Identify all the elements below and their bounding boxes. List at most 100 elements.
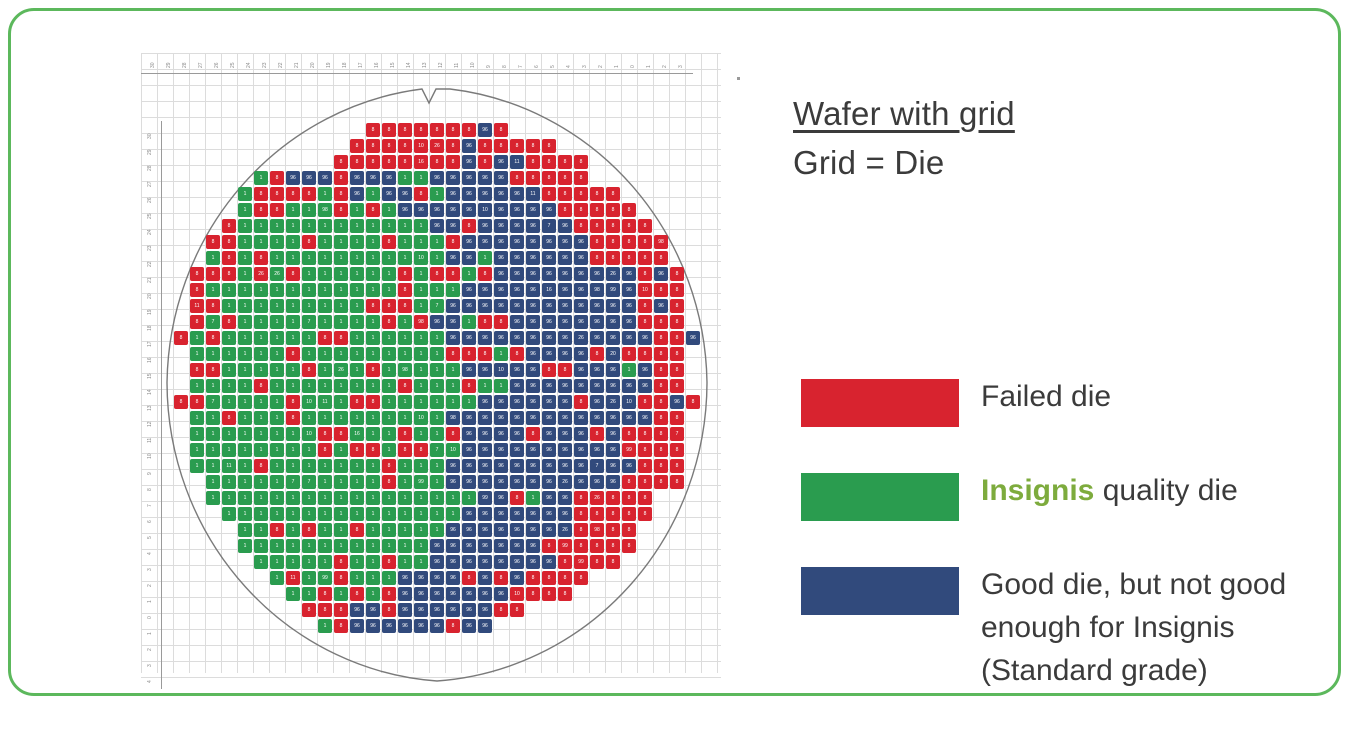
grid-hline [141,53,721,54]
die-cell: 1 [414,427,428,441]
die-cell: 1 [382,331,396,345]
die-cell: 96 [286,171,300,185]
die-cell: 96 [574,379,588,393]
die-cell: 96 [510,251,524,265]
die-cell: 1 [350,571,364,585]
die-cell: 96 [510,571,524,585]
die-cell: 8 [622,523,636,537]
die-cell: 1 [254,411,268,425]
die-cell: 96 [542,267,556,281]
die-cell: 96 [478,443,492,457]
die-cell: 96 [462,187,476,201]
die-cell: 8 [382,459,396,473]
die-cell: 96 [510,459,524,473]
die-cell: 96 [478,459,492,473]
grid-vline [541,53,542,673]
die-cell: 1 [286,283,300,297]
die-cell: 96 [478,507,492,521]
die-cell: 11 [510,155,524,169]
die-cell: 96 [606,315,620,329]
wafer-left-ruler-line [161,121,162,689]
die-cell: 1 [382,523,396,537]
die-cell: 1 [222,331,236,345]
die-cell: 8 [398,443,412,457]
die-cell: 8 [334,555,348,569]
die-cell: 1 [366,283,380,297]
die-cell: 1 [286,331,300,345]
die-cell: 1 [382,507,396,521]
die-cell: 1 [302,555,316,569]
die-cell: 8 [622,507,636,521]
die-cell: 96 [478,475,492,489]
die-cell: 1 [270,395,284,409]
die-cell: 1 [190,459,204,473]
die-cell: 8 [590,187,604,201]
die-cell: 96 [606,443,620,457]
die-cell: 96 [574,427,588,441]
die-cell: 96 [574,347,588,361]
die-cell: 96 [526,267,540,281]
die-cell: 10 [622,395,636,409]
die-cell: 1 [622,363,636,377]
die-cell: 8 [558,587,572,601]
die-cell: 26 [270,267,284,281]
die-cell: 1 [302,379,316,393]
die-cell: 96 [446,603,460,617]
die-cell: 8 [670,363,684,377]
die-cell: 96 [526,443,540,457]
die-cell: 8 [174,331,188,345]
die-cell: 96 [574,443,588,457]
die-cell: 16 [414,155,428,169]
die-cell: 11 [286,571,300,585]
die-cell: 8 [254,203,268,217]
die-cell: 1 [430,475,444,489]
die-cell: 96 [542,299,556,313]
grid-hline [141,85,721,86]
die-cell: 8 [606,251,620,265]
die-cell: 1 [270,459,284,473]
die-cell: 11 [190,299,204,313]
die-cell: 1 [302,459,316,473]
die-cell: 1 [302,299,316,313]
die-cell: 1 [270,251,284,265]
die-cell: 1 [334,267,348,281]
die-cell: 8 [654,475,668,489]
die-cell: 10 [414,139,428,153]
die-cell: 96 [638,379,652,393]
die-cell: 96 [510,283,524,297]
die-cell: 96 [526,315,540,329]
die-cell: 1 [366,475,380,489]
die-cell: 98 [654,235,668,249]
die-cell: 96 [526,459,540,473]
die-cell: 8 [318,603,332,617]
grid-vline [429,53,430,673]
die-cell: 1 [350,411,364,425]
die-cell: 1 [222,347,236,361]
die-cell: 96 [510,315,524,329]
die-cell: 96 [478,123,492,137]
die-cell: 96 [494,219,508,233]
die-cell: 1 [206,459,220,473]
die-cell: 96 [558,507,572,521]
die-cell: 1 [350,539,364,553]
die-cell: 8 [638,507,652,521]
die-cell: 8 [622,203,636,217]
die-cell: 96 [590,363,604,377]
die-cell: 96 [478,411,492,425]
die-cell: 96 [606,459,620,473]
die-cell: 96 [590,443,604,457]
die-cell: 96 [478,283,492,297]
die-cell: 1 [270,539,284,553]
die-cell: 99 [622,443,636,457]
grid-vline [365,53,366,673]
die-cell: 1 [430,507,444,521]
die-cell: 1 [382,539,396,553]
die-cell: 1 [462,315,476,329]
die-cell: 96 [494,555,508,569]
die-cell: 96 [478,299,492,313]
die-cell: 8 [382,139,396,153]
die-cell: 1 [206,443,220,457]
die-cell: 8 [286,347,300,361]
die-cell: 8 [270,203,284,217]
die-cell: 8 [446,619,460,633]
